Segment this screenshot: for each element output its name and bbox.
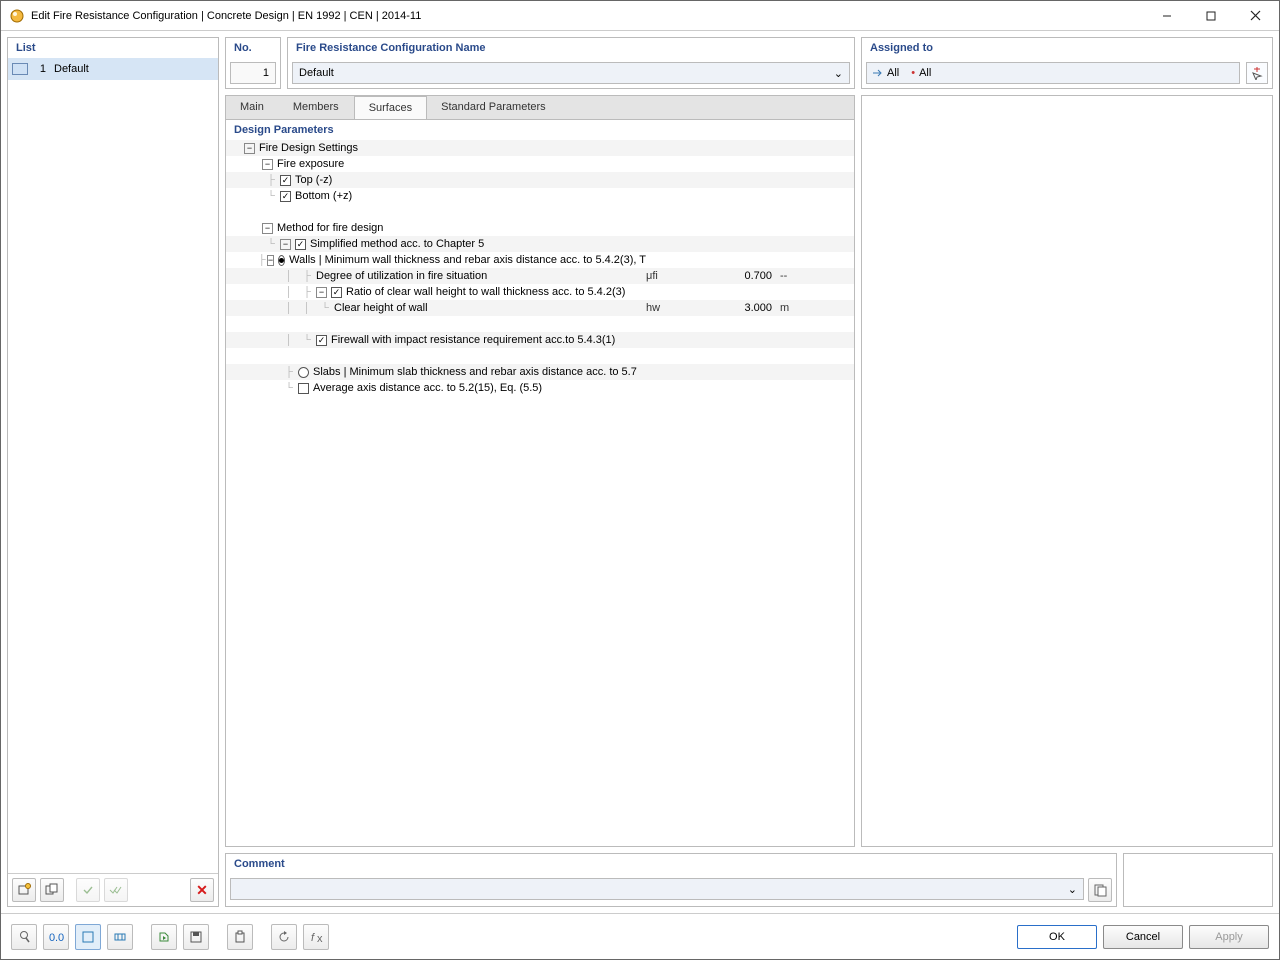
tree-fire-design-settings[interactable]: −Fire Design Settings — [226, 140, 854, 156]
comment-combo[interactable]: ⌄ — [230, 878, 1084, 900]
window-title: Edit Fire Resistance Configuration | Con… — [31, 10, 1145, 22]
name-panel: Fire Resistance Configuration Name Defau… — [287, 37, 855, 89]
list-panel-title: List — [8, 38, 218, 58]
help-button[interactable] — [11, 924, 37, 950]
checkall-button[interactable] — [104, 878, 128, 902]
assigned-tag-2: • All — [911, 67, 931, 79]
cancel-button[interactable]: Cancel — [1103, 925, 1183, 949]
comment-pick-button[interactable] — [1088, 878, 1112, 902]
assigned-label: Assigned to — [862, 38, 1272, 58]
decimals-button[interactable]: 0.00 — [43, 924, 69, 950]
design-parameters-title: Design Parameters — [226, 120, 854, 140]
tree-simplified[interactable]: └−✓Simplified method acc. to Chapter 5 — [226, 236, 854, 252]
tab-body: Design Parameters −Fire Design Settings … — [225, 119, 855, 847]
name-label: Fire Resistance Configuration Name — [288, 38, 854, 58]
checkbox-bottom[interactable]: ✓ — [280, 191, 291, 202]
radio-slabs[interactable] — [298, 367, 309, 378]
delete-x-icon: ✕ — [196, 882, 208, 899]
copy-item-button[interactable] — [40, 878, 64, 902]
tab-standard-parameters[interactable]: Standard Parameters — [427, 96, 561, 119]
preview-panel — [861, 95, 1273, 847]
apply-button[interactable]: Apply — [1189, 925, 1269, 949]
comment-panel: Comment ⌄ — [225, 853, 1117, 907]
svg-text:x: x — [317, 933, 323, 944]
assigned-tag-1: All — [873, 67, 899, 79]
list-item-color-icon — [12, 63, 28, 75]
chevron-down-icon: ⌄ — [834, 67, 843, 80]
tab-main[interactable]: Main — [226, 96, 279, 119]
svg-text:.00: .00 — [55, 932, 64, 943]
tree-ratio[interactable]: │├−✓Ratio of clear wall height to wall t… — [226, 284, 854, 300]
tab-bar: Main Members Surfaces Standard Parameter… — [225, 95, 855, 119]
minimize-button[interactable] — [1145, 2, 1189, 30]
check-button[interactable] — [76, 878, 100, 902]
parameter-tree: −Fire Design Settings −Fire exposure ├✓T… — [226, 140, 854, 396]
tree-fire-exposure[interactable]: −Fire exposure — [226, 156, 854, 172]
name-combo[interactable]: Default ⌄ — [292, 62, 850, 84]
tree-firewall[interactable]: │└✓Firewall with impact resistance requi… — [226, 332, 854, 348]
list-toolbar: ✕ — [8, 873, 218, 906]
members-view-button[interactable] — [107, 924, 133, 950]
ok-button[interactable]: OK — [1017, 925, 1097, 949]
checkbox-simplified[interactable]: ✓ — [295, 239, 306, 250]
maximize-button[interactable] — [1189, 2, 1233, 30]
checkbox-ratio[interactable]: ✓ — [331, 287, 342, 298]
tree-average[interactable]: └Average axis distance acc. to 5.2(15), … — [226, 380, 854, 396]
list-panel: List 1 Default ✕ — [7, 37, 219, 907]
number-panel: No. — [225, 37, 281, 89]
tree-degree[interactable]: │├Degree of utilization in fire situatio… — [226, 268, 854, 284]
checkbox-top[interactable]: ✓ — [280, 175, 291, 186]
number-label: No. — [226, 38, 280, 58]
checkbox-average[interactable] — [298, 383, 309, 394]
assigned-panel: Assigned to All • All — [861, 37, 1273, 89]
new-item-button[interactable] — [12, 878, 36, 902]
clipboard-button[interactable] — [227, 924, 253, 950]
reset-button[interactable] — [271, 924, 297, 950]
blank-panel — [1123, 853, 1273, 907]
chevron-down-icon: ⌄ — [1068, 883, 1077, 896]
svg-text:f: f — [311, 932, 315, 944]
close-button[interactable] — [1233, 2, 1277, 30]
save-button[interactable] — [183, 924, 209, 950]
number-input[interactable] — [230, 62, 276, 84]
radio-walls[interactable] — [278, 255, 285, 266]
import-button[interactable] — [151, 924, 177, 950]
list-item-number: 1 — [36, 63, 46, 75]
tab-surfaces[interactable]: Surfaces — [354, 96, 427, 119]
footer-toolbar: 0.00 fx OK Cancel Apply — [1, 913, 1279, 959]
tree-clearheight[interactable]: ││└Clear height of wall hw 3.000 m — [226, 300, 854, 316]
tab-members[interactable]: Members — [279, 96, 354, 119]
delete-item-button[interactable]: ✕ — [190, 878, 214, 902]
tree-slabs[interactable]: ├Slabs | Minimum slab thickness and reba… — [226, 364, 854, 380]
checkbox-firewall[interactable]: ✓ — [316, 335, 327, 346]
surfaces-view-button[interactable] — [75, 924, 101, 950]
tree-top[interactable]: ├✓Top (-z) — [226, 172, 854, 188]
tree-method[interactable]: −Method for fire design — [226, 220, 854, 236]
list-item-label: Default — [54, 63, 89, 75]
tree-bottom[interactable]: └✓Bottom (+z) — [226, 188, 854, 204]
function-button[interactable]: fx — [303, 924, 329, 950]
tree-walls[interactable]: ├−Walls | Minimum wall thickness and reb… — [226, 252, 854, 268]
assigned-pick-button[interactable] — [1246, 62, 1268, 84]
list-item[interactable]: 1 Default — [8, 58, 218, 80]
comment-label: Comment — [226, 854, 1116, 874]
titlebar: Edit Fire Resistance Configuration | Con… — [1, 1, 1279, 31]
assigned-field[interactable]: All • All — [866, 62, 1240, 84]
name-combo-value: Default — [299, 67, 334, 79]
app-icon — [9, 8, 25, 24]
